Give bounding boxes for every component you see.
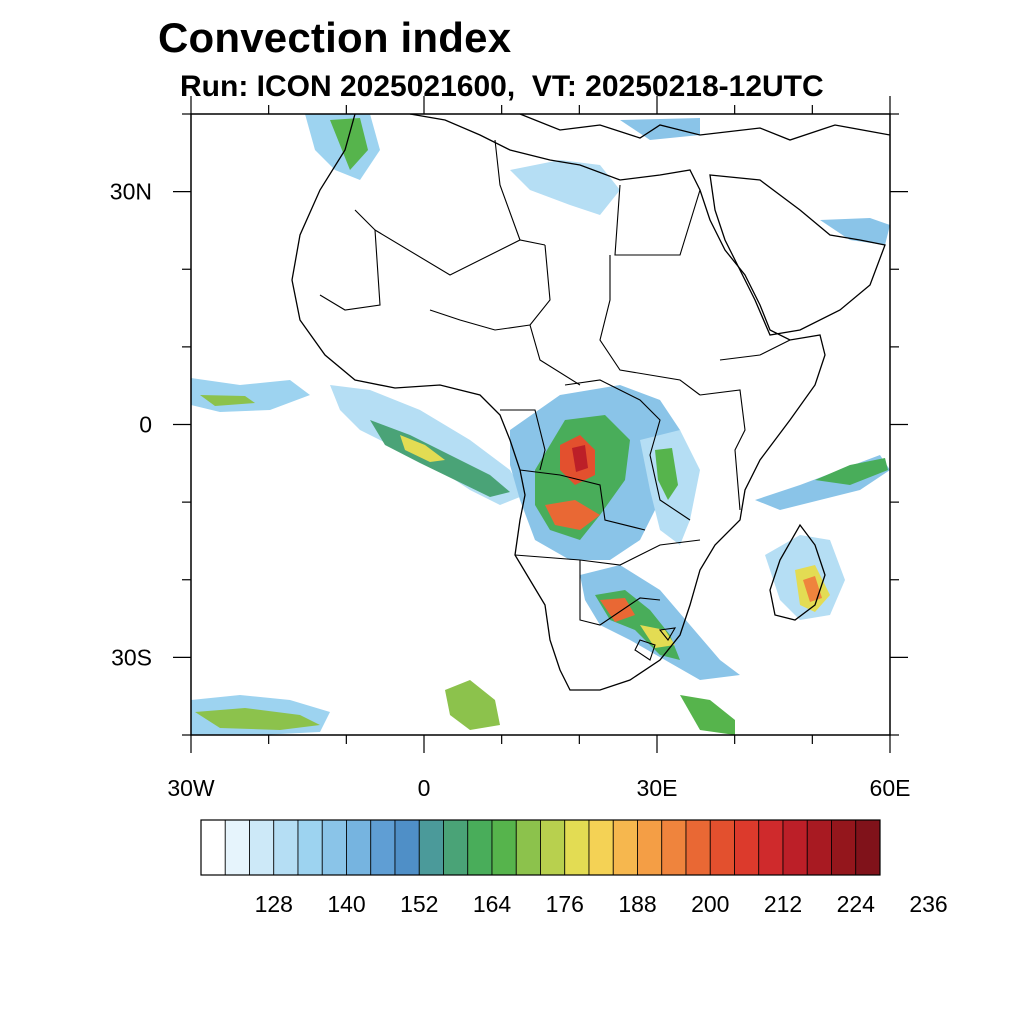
convection-area-south-atlantic-core bbox=[195, 708, 320, 730]
convection-area-west-atlantic-core bbox=[200, 395, 255, 406]
colorbar-swatch bbox=[661, 819, 687, 876]
country-border bbox=[519, 469, 646, 531]
colorbar-swatch bbox=[709, 819, 735, 876]
convection-area-congo-maximum bbox=[572, 445, 588, 472]
colorbar-swatch bbox=[467, 819, 493, 876]
colorbar-swatch bbox=[612, 819, 638, 876]
lat-tick-label: 30N bbox=[110, 179, 152, 205]
convection-area-south-atlantic-disturbance bbox=[445, 680, 500, 730]
arabia-coastline bbox=[709, 174, 886, 336]
colorbar-swatch bbox=[685, 819, 711, 876]
colorbar-swatch bbox=[734, 819, 760, 876]
colorbar-swatch bbox=[588, 819, 614, 876]
colorbar-swatch bbox=[249, 819, 275, 876]
axis-tick-labels: 30W 0 30E 60E 30N 0 30S bbox=[110, 179, 911, 801]
africa-coastline bbox=[291, 114, 826, 691]
country-border bbox=[699, 389, 746, 511]
colorbar-swatch bbox=[346, 819, 372, 876]
country-border bbox=[374, 229, 546, 276]
colorbar-swatch bbox=[855, 819, 881, 876]
convection-area-southern-africa-east bbox=[640, 625, 675, 648]
colorbar-label: 176 bbox=[546, 891, 584, 917]
colorbar-label: 140 bbox=[327, 891, 365, 917]
country-borders bbox=[319, 139, 791, 661]
country-border bbox=[579, 560, 661, 626]
convection-area-indian-ocean-core bbox=[815, 458, 888, 485]
convection-area-southern-africa-peak bbox=[600, 598, 635, 622]
country-border bbox=[514, 539, 701, 566]
lon-tick-label: 0 bbox=[418, 775, 431, 801]
colorbar-swatch bbox=[321, 819, 347, 876]
colorbar-swatch bbox=[224, 819, 250, 876]
lat-tick-label: 0 bbox=[139, 412, 152, 438]
lon-tick-label: 30W bbox=[167, 775, 215, 801]
colorbar-swatch bbox=[273, 819, 299, 876]
colorbar-swatch bbox=[758, 819, 784, 876]
colorbar-swatch bbox=[806, 819, 832, 876]
lat-tick-label: 30S bbox=[111, 644, 152, 670]
country-border bbox=[719, 339, 791, 361]
colorbar-swatch bbox=[418, 819, 444, 876]
convection-area-north-africa bbox=[510, 160, 620, 215]
coastlines bbox=[291, 114, 890, 691]
colorbar-swatch bbox=[564, 819, 590, 876]
map-subtitle: Run: ICON 2025021600, VT: 20250218-12UTC bbox=[180, 70, 824, 103]
convection-area-morocco-core bbox=[330, 118, 368, 170]
colorbar-swatch bbox=[515, 819, 541, 876]
colorbar-swatch bbox=[782, 819, 808, 876]
colorbar-swatch bbox=[200, 819, 226, 876]
convection-area-east-africa-core bbox=[655, 448, 678, 500]
country-border bbox=[494, 139, 521, 241]
madagascar-coastline bbox=[769, 523, 826, 621]
country-border bbox=[614, 184, 701, 256]
country-border bbox=[634, 639, 656, 661]
country-border bbox=[529, 244, 581, 386]
convection-area-congo-peak-south bbox=[545, 500, 600, 530]
colorbar-label: 224 bbox=[837, 891, 876, 917]
colorbar-swatch bbox=[491, 819, 517, 876]
colorbar-swatch bbox=[297, 819, 323, 876]
convection-area-west-atlantic bbox=[191, 378, 310, 412]
lon-tick-label: 60E bbox=[870, 775, 911, 801]
country-border bbox=[429, 309, 531, 331]
colorbar-swatch bbox=[370, 819, 396, 876]
colorbar-swatch bbox=[831, 819, 857, 876]
colorbar-frame bbox=[200, 819, 881, 876]
colorbar-swatch bbox=[443, 819, 469, 876]
convection-area-southwest-indian-ocean bbox=[680, 695, 735, 735]
colorbar-swatch bbox=[637, 819, 663, 876]
country-border bbox=[599, 255, 701, 396]
europe-coastline bbox=[519, 114, 890, 141]
colorbar-label: 236 bbox=[909, 891, 947, 917]
convection-area-arabia bbox=[820, 218, 890, 245]
colorbar-swatch bbox=[394, 819, 420, 876]
colorbar-label: 164 bbox=[473, 891, 512, 917]
lon-tick-label: 30E bbox=[637, 775, 678, 801]
colorbar-labels: 128 140 152 164 176 188 200 212 224 236 bbox=[255, 891, 948, 917]
convection-field bbox=[191, 114, 890, 735]
country-border bbox=[500, 409, 546, 471]
colorbar-label: 212 bbox=[764, 891, 802, 917]
country-border bbox=[658, 627, 677, 641]
colorbar-label: 152 bbox=[400, 891, 438, 917]
country-border bbox=[319, 209, 381, 311]
map-title: Convection index bbox=[158, 14, 512, 61]
colorbar-label: 128 bbox=[255, 891, 293, 917]
convection-area-mediterranean bbox=[620, 118, 700, 140]
colorbar-label: 188 bbox=[618, 891, 656, 917]
axis-ticks bbox=[173, 96, 908, 753]
convection-area-atlantic-peak bbox=[400, 435, 445, 462]
country-border bbox=[564, 379, 691, 521]
colorbar-label: 200 bbox=[691, 891, 729, 917]
colorbar bbox=[200, 819, 881, 876]
colorbar-swatch bbox=[540, 819, 566, 876]
convection-area-madagascar-peak bbox=[803, 576, 822, 602]
